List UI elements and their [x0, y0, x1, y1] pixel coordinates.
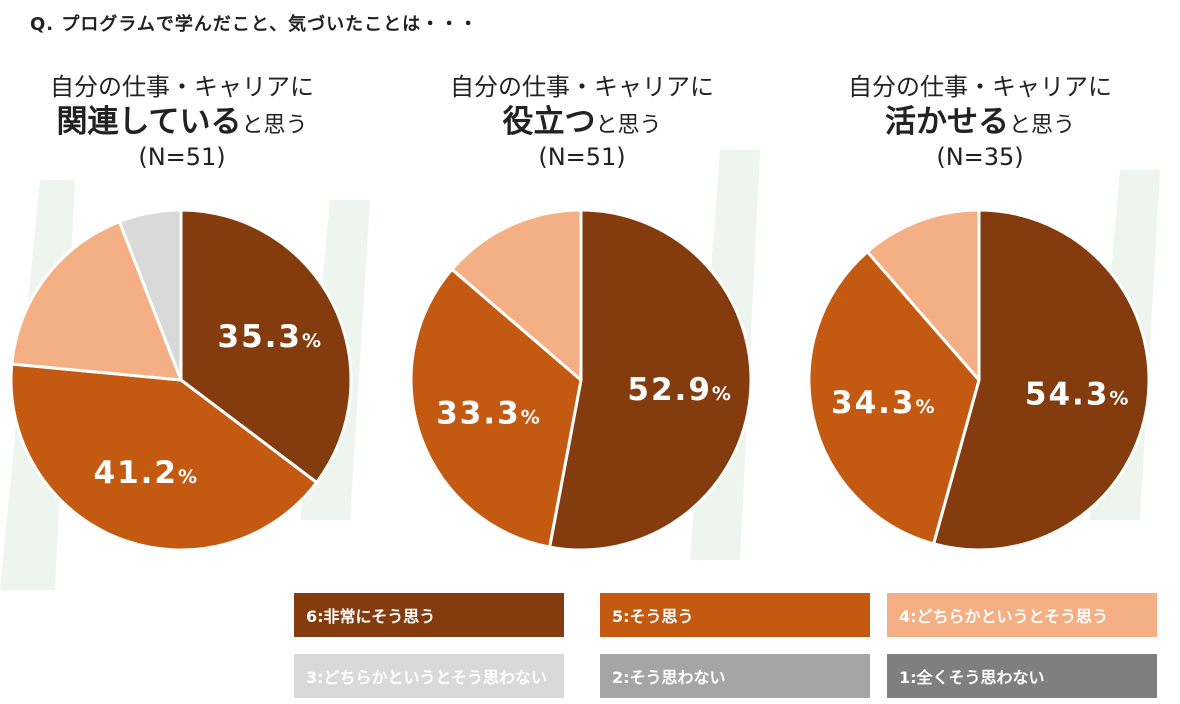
chart-heading: 自分の仕事・キャリアに 役立つと思う (N=51) [392, 72, 772, 173]
pie-slice [409, 267, 583, 549]
chart-heading-bold: 関連している [56, 103, 242, 140]
legend-item-5: 5:そう思う [600, 593, 870, 637]
legend-label: 6:非常にそう思う [306, 607, 436, 626]
pie-data-label: 33.3% [436, 396, 540, 432]
chart-heading: 自分の仕事・キャリアに 関連していると思う (N=51) [0, 72, 372, 173]
question-title: Q. プログラムで学んだこと、気づいたことは・・・ [30, 14, 479, 35]
chart-sample-size: (N=51) [138, 143, 226, 172]
legend-label: 3:どちらかというとそう思わない [306, 668, 548, 687]
legend-item-6: 6:非常にそう思う [294, 593, 564, 637]
legend-label: 1:全くそう思わない [899, 668, 1045, 687]
chart-heading-suffix: と思う [595, 112, 662, 138]
chart-heading-suffix: と思う [241, 112, 308, 138]
legend-label: 2:そう思わない [612, 668, 726, 687]
chart-heading-prefix: 自分の仕事・キャリアに [848, 73, 1112, 101]
legend-item-3: 3:どちらかというとそう思わない [294, 654, 564, 698]
pie-data-label: 41.2% [94, 455, 198, 491]
pie-data-label: 52.9% [627, 372, 731, 408]
pie-slice [548, 208, 753, 552]
chart-block-2: 自分の仕事・キャリアに 役立つと思う (N=51) [392, 72, 772, 173]
chart-block-1: 自分の仕事・キャリアに 関連していると思う (N=51) [0, 72, 372, 173]
chart-heading-main: 活かせると思う [790, 103, 1170, 143]
pie-slice [9, 362, 319, 552]
legend: 6:非常にそう思う 5:そう思う 4:どちらかというとそう思う 3:どちらかとい… [294, 593, 1158, 698]
pie-chart-1: 35.3% 41.2% [9, 208, 353, 552]
chart-heading-bold: 活かせる [884, 103, 1009, 140]
chart-sample-size: (N=35) [936, 143, 1024, 172]
chart-heading-main: 役立つと思う [392, 103, 772, 143]
chart-heading-main: 関連していると思う [0, 103, 372, 143]
chart-heading: 自分の仕事・キャリアに 活かせると思う (N=35) [790, 72, 1170, 173]
pie-data-label: 34.3% [831, 385, 935, 421]
legend-item-1: 1:全くそう思わない [887, 654, 1157, 698]
pie-data-label: 54.3% [1025, 376, 1129, 412]
chart-heading-prefix: 自分の仕事・キャリアに [50, 73, 314, 101]
legend-item-4: 4:どちらかというとそう思う [887, 593, 1157, 637]
pie-slice [807, 250, 981, 546]
chart-heading-prefix: 自分の仕事・キャリアに [450, 73, 714, 101]
chart-heading-suffix: と思う [1008, 112, 1075, 138]
legend-label: 5:そう思う [612, 607, 694, 626]
pie-chart-2: 52.9% 33.3% [409, 208, 753, 552]
legend-item-2: 2:そう思わない [600, 654, 870, 698]
pie-chart-3: 54.3% 34.3% [807, 208, 1151, 552]
pie-slice [865, 208, 981, 382]
chart-block-3: 自分の仕事・キャリアに 活かせると思う (N=35) [790, 72, 1170, 173]
chart-heading-bold: 役立つ [502, 103, 596, 140]
legend-label: 4:どちらかというとそう思う [899, 607, 1109, 626]
chart-sample-size: (N=51) [538, 143, 626, 172]
pie-slice [932, 208, 1151, 552]
pie-slice [10, 220, 183, 382]
pie-data-label: 35.3% [218, 319, 322, 355]
pie-slice [179, 208, 353, 484]
pie-slice [117, 208, 183, 382]
pie-slice [450, 208, 583, 382]
